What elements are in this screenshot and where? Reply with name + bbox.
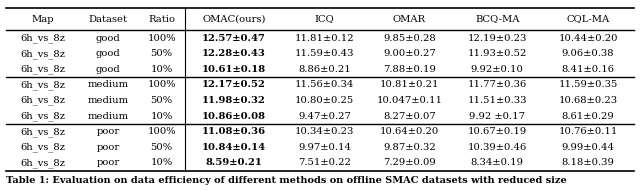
- Text: good: good: [96, 49, 121, 58]
- Text: 10.86±0.08: 10.86±0.08: [202, 112, 266, 121]
- Text: 8.41±0.16: 8.41±0.16: [562, 65, 614, 74]
- Text: 9.92 ±0.17: 9.92 ±0.17: [469, 112, 525, 121]
- Text: 8.34±0.19: 8.34±0.19: [470, 158, 524, 167]
- Text: 11.59±0.35: 11.59±0.35: [559, 80, 618, 89]
- Text: Table 1: Evaluation on data efficiency of different methods on offline SMAC data: Table 1: Evaluation on data efficiency o…: [6, 176, 567, 185]
- Text: 10%: 10%: [150, 158, 173, 167]
- Text: 6h_vs_8z: 6h_vs_8z: [20, 158, 65, 168]
- Text: medium: medium: [88, 96, 129, 105]
- Text: 10.67±0.19: 10.67±0.19: [468, 127, 527, 136]
- Text: 9.06±0.38: 9.06±0.38: [562, 49, 614, 58]
- Text: poor: poor: [97, 158, 120, 167]
- Text: 6h_vs_8z: 6h_vs_8z: [20, 65, 65, 74]
- Text: good: good: [96, 65, 121, 74]
- Text: 10.64±0.20: 10.64±0.20: [380, 127, 439, 136]
- Text: Dataset: Dataset: [89, 14, 128, 24]
- Text: 10.68±0.23: 10.68±0.23: [559, 96, 618, 105]
- Text: 100%: 100%: [147, 80, 176, 89]
- Text: 8.61±0.29: 8.61±0.29: [562, 112, 614, 121]
- Text: 10.80±0.25: 10.80±0.25: [295, 96, 355, 105]
- Text: 7.51±0.22: 7.51±0.22: [298, 158, 351, 167]
- Text: 6h_vs_8z: 6h_vs_8z: [20, 49, 65, 59]
- Text: medium: medium: [88, 80, 129, 89]
- Text: 10.84±0.14: 10.84±0.14: [202, 143, 266, 152]
- Text: 10.44±0.20: 10.44±0.20: [558, 34, 618, 43]
- Text: medium: medium: [88, 112, 129, 121]
- Text: 12.17±0.52: 12.17±0.52: [202, 80, 266, 89]
- Text: 11.77±0.36: 11.77±0.36: [468, 80, 527, 89]
- Text: poor: poor: [97, 127, 120, 136]
- Text: 10.047±0.11: 10.047±0.11: [376, 96, 442, 105]
- Text: good: good: [96, 34, 121, 43]
- Text: 6h_vs_8z: 6h_vs_8z: [20, 96, 65, 105]
- Text: 10.61±0.18: 10.61±0.18: [202, 65, 266, 74]
- Text: 12.57±0.47: 12.57±0.47: [202, 34, 266, 43]
- Text: 11.08±0.36: 11.08±0.36: [202, 127, 266, 136]
- Text: 10.34±0.23: 10.34±0.23: [295, 127, 355, 136]
- Text: 6h_vs_8z: 6h_vs_8z: [20, 111, 65, 121]
- Text: 12.19±0.23: 12.19±0.23: [467, 34, 527, 43]
- Text: CQL-MA: CQL-MA: [566, 14, 610, 24]
- Text: 9.97±0.14: 9.97±0.14: [298, 143, 351, 152]
- Text: 9.47±0.27: 9.47±0.27: [298, 112, 351, 121]
- Text: 50%: 50%: [150, 96, 173, 105]
- Text: 8.18±0.39: 8.18±0.39: [562, 158, 614, 167]
- Text: 9.92±0.10: 9.92±0.10: [471, 65, 524, 74]
- Text: 11.59±0.43: 11.59±0.43: [295, 49, 355, 58]
- Text: 11.51±0.33: 11.51±0.33: [467, 96, 527, 105]
- Text: 8.27±0.07: 8.27±0.07: [383, 112, 436, 121]
- Text: 10%: 10%: [150, 65, 173, 74]
- Text: ICQ: ICQ: [315, 14, 335, 24]
- Text: 11.56±0.34: 11.56±0.34: [295, 80, 355, 89]
- Text: 10.39±0.46: 10.39±0.46: [468, 143, 527, 152]
- Text: 11.81±0.12: 11.81±0.12: [295, 34, 355, 43]
- Text: 100%: 100%: [147, 127, 176, 136]
- Text: 6h_vs_8z: 6h_vs_8z: [20, 80, 65, 90]
- Text: 9.85±0.28: 9.85±0.28: [383, 34, 436, 43]
- Text: BCQ-MA: BCQ-MA: [475, 14, 520, 24]
- Text: 10.81±0.21: 10.81±0.21: [380, 80, 439, 89]
- Text: 11.93±0.52: 11.93±0.52: [467, 49, 527, 58]
- Text: 100%: 100%: [147, 34, 176, 43]
- Text: 8.59±0.21: 8.59±0.21: [205, 158, 262, 167]
- Text: 7.88±0.19: 7.88±0.19: [383, 65, 436, 74]
- Text: OMAR: OMAR: [393, 14, 426, 24]
- Text: 11.98±0.32: 11.98±0.32: [202, 96, 266, 105]
- Text: Map: Map: [31, 14, 54, 24]
- Text: 6h_vs_8z: 6h_vs_8z: [20, 33, 65, 43]
- Text: poor: poor: [97, 143, 120, 152]
- Text: 9.87±0.32: 9.87±0.32: [383, 143, 436, 152]
- Text: OMAC(ours): OMAC(ours): [202, 14, 266, 24]
- Text: 12.28±0.43: 12.28±0.43: [202, 49, 266, 58]
- Text: 6h_vs_8z: 6h_vs_8z: [20, 127, 65, 136]
- Text: 50%: 50%: [150, 143, 173, 152]
- Text: Ratio: Ratio: [148, 14, 175, 24]
- Text: 50%: 50%: [150, 49, 173, 58]
- Text: 10%: 10%: [150, 112, 173, 121]
- Text: 9.99±0.44: 9.99±0.44: [562, 143, 614, 152]
- Text: 10.76±0.11: 10.76±0.11: [559, 127, 618, 136]
- Text: 8.86±0.21: 8.86±0.21: [298, 65, 351, 74]
- Text: 7.29±0.09: 7.29±0.09: [383, 158, 436, 167]
- Text: 6h_vs_8z: 6h_vs_8z: [20, 142, 65, 152]
- Text: 9.00±0.27: 9.00±0.27: [383, 49, 436, 58]
